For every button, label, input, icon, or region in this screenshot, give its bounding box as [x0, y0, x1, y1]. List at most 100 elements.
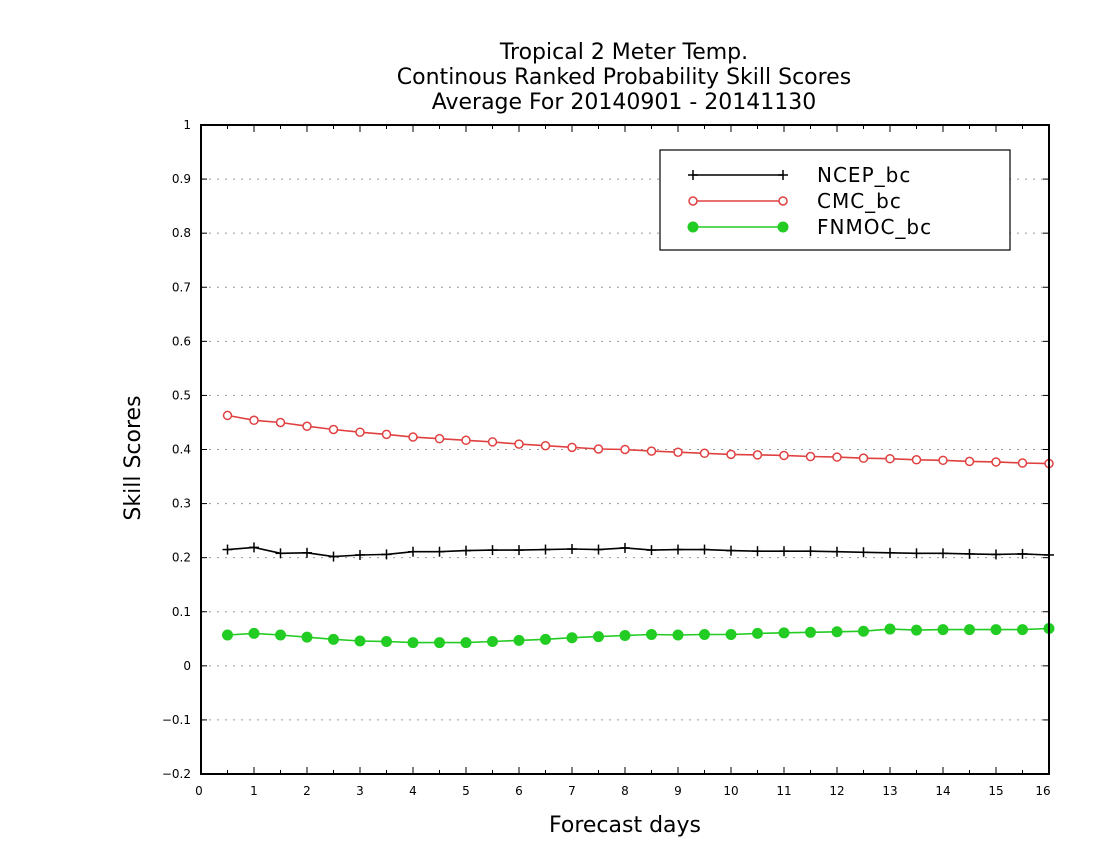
data-point-ncep-bc	[911, 548, 922, 559]
x-tick-label: 1	[250, 784, 258, 798]
data-point-fnmoc-bc	[275, 629, 286, 641]
legend-entry-ncep-bc: NCEP_bc	[688, 163, 911, 187]
x-tick-label: 2	[303, 784, 311, 798]
data-point-ncep-bc	[461, 545, 471, 556]
y-tick-label: 0.2	[172, 551, 191, 565]
x-tick-label: 11	[776, 784, 791, 798]
data-point-fnmoc-bc	[778, 627, 790, 639]
y-tick-label: 0	[183, 659, 191, 673]
data-point-fnmoc-bc	[699, 628, 710, 640]
data-point-cmc-bc	[991, 457, 1001, 467]
x-tick-label: 6	[515, 784, 523, 798]
data-point-cmc-bc	[726, 449, 736, 460]
y-tick-label: −0.2	[162, 767, 191, 781]
legend-marker	[778, 170, 788, 180]
data-point-cmc-bc	[752, 450, 763, 460]
x-tick-label: 7	[568, 784, 576, 798]
x-axis-label: Forecast days	[549, 813, 701, 838]
y-tick-label: 0.1	[172, 605, 191, 619]
series-cmc-bc	[222, 410, 1054, 469]
data-point-cmc-bc	[858, 453, 869, 463]
x-tick-label: 4	[409, 784, 417, 798]
data-point-ncep-bc	[858, 547, 869, 558]
data-point-cmc-bc	[620, 444, 630, 455]
y-tick-label: 0.5	[172, 388, 191, 402]
data-point-fnmoc-bc	[619, 630, 631, 642]
data-point-fnmoc-bc	[407, 637, 419, 649]
data-point-ncep-bc	[328, 551, 339, 562]
x-tick-label: 9	[674, 784, 682, 798]
data-point-fnmoc-bc	[911, 624, 922, 636]
data-point-fnmoc-bc	[646, 628, 657, 640]
data-point-fnmoc-bc	[540, 633, 551, 645]
legend-box	[659, 149, 1011, 251]
plot-frame	[200, 124, 1050, 775]
x-tick-label: 15	[988, 784, 1003, 798]
series-ncep-bc	[222, 542, 1054, 562]
data-point-fnmoc-bc	[1017, 624, 1028, 636]
data-point-cmc-bc	[593, 444, 604, 454]
data-point-fnmoc-bc	[381, 635, 392, 647]
legend-label: CMC_bc	[817, 189, 902, 213]
y-tick-label: 0.4	[172, 443, 191, 457]
data-point-cmc-bc	[487, 437, 498, 447]
data-point-fnmoc-bc	[328, 633, 339, 645]
series-fnmoc-bc	[222, 623, 1055, 649]
data-point-ncep-bc	[408, 546, 418, 557]
y-tick-label: −0.1	[162, 713, 191, 727]
data-point-ncep-bc	[726, 545, 736, 556]
legend-marker	[688, 196, 698, 206]
data-point-cmc-bc	[567, 442, 577, 453]
y-tick-label: 0.3	[172, 497, 191, 511]
data-point-fnmoc-bc	[487, 635, 498, 647]
data-point-cmc-bc	[673, 447, 683, 457]
data-point-ncep-bc	[752, 546, 763, 557]
data-point-fnmoc-bc	[831, 626, 843, 638]
data-point-cmc-bc	[328, 424, 339, 435]
data-point-ncep-bc	[434, 546, 445, 557]
x-tick-label: 12	[829, 784, 844, 798]
chart-title-line-2: Continous Ranked Probability Skill Score…	[397, 65, 851, 90]
y-tick-label: 1	[183, 118, 191, 132]
data-point-fnmoc-bc	[460, 637, 472, 649]
data-point-ncep-bc	[540, 544, 551, 555]
data-point-ncep-bc	[832, 546, 842, 557]
legend-marker	[687, 221, 699, 233]
chart-title-line-1: Tropical 2 Meter Temp.	[499, 40, 748, 65]
data-point-cmc-bc	[302, 421, 312, 431]
x-tick-label: 0	[195, 784, 203, 798]
data-point-cmc-bc	[275, 417, 286, 428]
legend-label: FNMOC_bc	[817, 215, 932, 239]
data-point-fnmoc-bc	[805, 626, 816, 638]
data-point-cmc-bc	[355, 427, 365, 437]
data-point-ncep-bc	[938, 548, 948, 559]
x-tick-label: 3	[356, 784, 364, 798]
data-point-fnmoc-bc	[937, 624, 949, 636]
data-point-fnmoc-bc	[884, 623, 896, 635]
data-point-cmc-bc	[832, 452, 842, 462]
data-point-cmc-bc	[699, 448, 710, 459]
data-point-cmc-bc	[964, 456, 975, 467]
data-point-fnmoc-bc	[990, 624, 1002, 636]
data-point-cmc-bc	[911, 455, 922, 465]
x-tick-label: 5	[462, 784, 470, 798]
data-point-fnmoc-bc	[354, 635, 366, 647]
data-point-cmc-bc	[381, 429, 392, 440]
data-point-cmc-bc	[1017, 458, 1028, 468]
legend-entry-cmc-bc: CMC_bc	[688, 189, 902, 213]
data-point-ncep-bc	[673, 544, 683, 555]
y-tick-label: 0.9	[172, 172, 191, 186]
y-tick-label: 0.7	[172, 280, 191, 294]
data-point-cmc-bc	[646, 446, 657, 456]
legend-marker	[778, 196, 788, 206]
legend-label: NCEP_bc	[817, 163, 911, 187]
data-point-fnmoc-bc	[513, 634, 525, 646]
y-axis-label: Skill Scores	[121, 395, 146, 520]
data-point-ncep-bc	[487, 545, 498, 556]
data-point-fnmoc-bc	[858, 625, 869, 637]
series-line-fnmoc-bc	[227, 627, 1050, 644]
series-line-ncep-bc	[227, 546, 1050, 558]
data-point-ncep-bc	[620, 542, 630, 553]
x-tick-label: 16	[1035, 784, 1050, 798]
